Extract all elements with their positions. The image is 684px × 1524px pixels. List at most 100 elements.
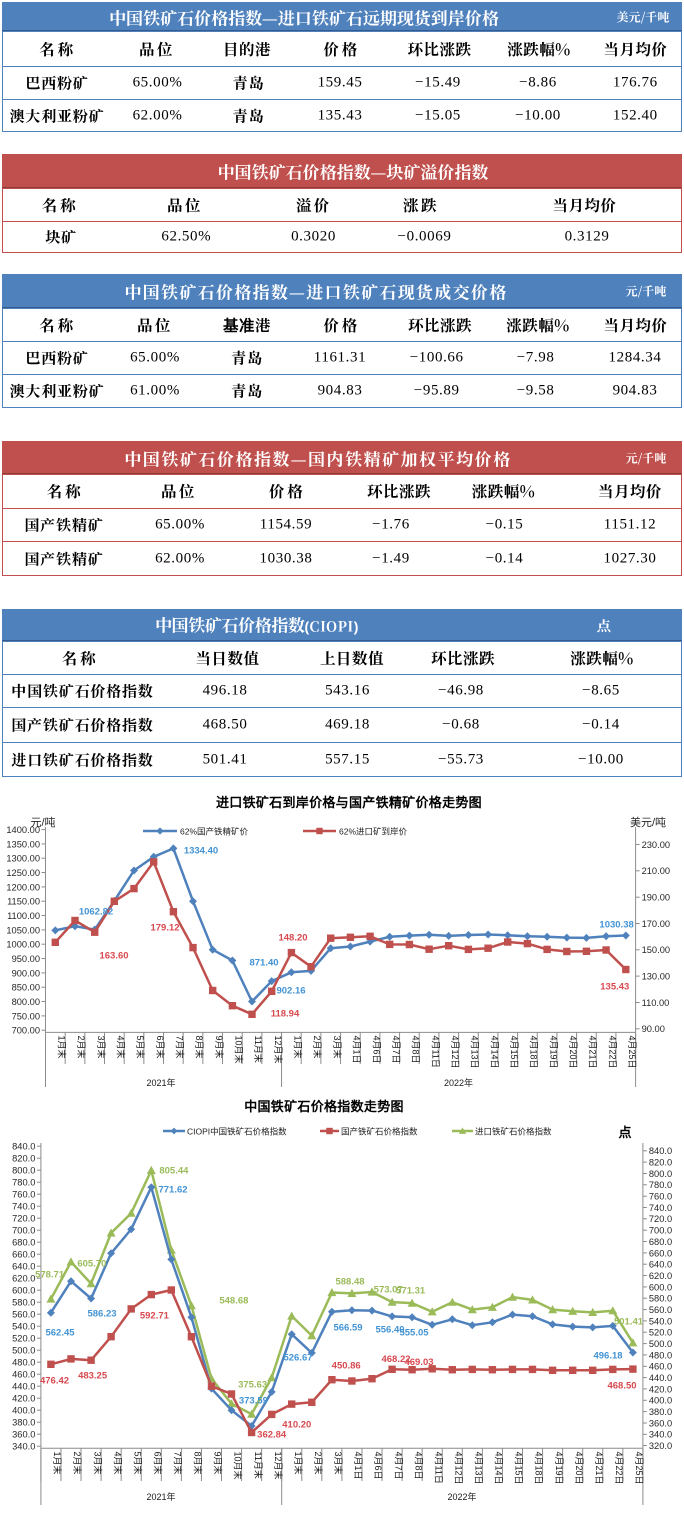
svg-text:1400.00: 1400.00 [6,825,40,835]
svg-text:840.0: 840.0 [12,1142,35,1152]
svg-text:375.63: 375.63 [238,1379,267,1390]
svg-text:4月19日: 4月19日 [554,1452,564,1485]
svg-text:9月末: 9月末 [214,1036,225,1059]
svg-text:1030.38: 1030.38 [599,919,633,930]
svg-text:780.0: 780.0 [12,1178,35,1188]
svg-text:美元/吨: 美元/吨 [630,816,666,829]
svg-text:4月15日: 4月15日 [514,1452,524,1485]
svg-text:440.0: 440.0 [649,1373,672,1383]
svg-text:4月1日: 4月1日 [353,1452,363,1480]
svg-text:4月1日: 4月1日 [352,1036,362,1064]
svg-text:进口铁矿石到岸价格与国产铁精矿价格走势图: 进口铁矿石到岸价格与国产铁精矿价格走势图 [216,795,482,810]
svg-text:4月21日: 4月21日 [588,1036,598,1069]
svg-text:110.00: 110.00 [642,998,670,1008]
svg-text:740.0: 740.0 [649,1203,672,1213]
svg-text:800.0: 800.0 [12,1166,35,1176]
svg-text:580.0: 580.0 [649,1294,672,1304]
svg-text:500.0: 500.0 [649,1339,672,1349]
svg-text:4月25日: 4月25日 [627,1036,637,1069]
svg-text:680.0: 680.0 [12,1238,35,1248]
svg-text:4月8日: 4月8日 [413,1452,423,1480]
svg-text:410.20: 410.20 [282,1419,311,1430]
svg-text:179.12: 179.12 [150,922,179,933]
svg-text:4月13日: 4月13日 [470,1036,480,1069]
svg-text:4月8日: 4月8日 [411,1036,421,1064]
svg-text:1300.00: 1300.00 [6,854,40,864]
svg-text:3月末: 3月末 [332,1036,343,1059]
svg-text:360.0: 360.0 [12,1430,35,1440]
svg-text:1100.00: 1100.00 [7,911,40,921]
svg-text:460.0: 460.0 [649,1362,672,1372]
svg-text:1350.00: 1350.00 [6,839,40,849]
svg-text:4月14日: 4月14日 [489,1036,499,1069]
svg-text:4月末: 4月末 [116,1036,127,1059]
svg-text:4月19日: 4月19日 [548,1036,558,1069]
svg-text:1334.40: 1334.40 [184,845,218,856]
svg-text:5月末: 5月末 [132,1452,143,1475]
svg-text:526.67: 526.67 [283,1352,312,1363]
svg-text:380.0: 380.0 [12,1418,35,1428]
svg-text:3月末: 3月末 [92,1452,103,1475]
svg-text:500.0: 500.0 [12,1346,35,1356]
svg-text:150.00: 150.00 [642,945,670,955]
svg-text:2022年: 2022年 [447,1491,476,1502]
svg-text:10月末: 10月末 [233,1452,244,1480]
svg-text:469.03: 469.03 [404,1357,433,1368]
svg-text:900.00: 900.00 [12,968,40,978]
svg-text:400.0: 400.0 [649,1396,672,1406]
svg-text:1062.82: 1062.82 [79,906,113,917]
svg-text:3月末: 3月末 [96,1036,107,1059]
svg-text:720.0: 720.0 [649,1214,672,1224]
svg-text:4月11日: 4月11日 [433,1452,443,1484]
svg-text:440.0: 440.0 [12,1382,35,1392]
svg-text:10月末: 10月末 [234,1036,245,1064]
svg-text:8月末: 8月末 [194,1036,205,1059]
svg-text:6月末: 6月末 [153,1452,164,1475]
svg-text:CIOPI中国铁矿石价格指数: CIOPI中国铁矿石价格指数 [187,1127,287,1137]
svg-text:400.0: 400.0 [12,1406,35,1416]
svg-text:600.0: 600.0 [649,1282,672,1292]
svg-text:1月末: 1月末 [293,1452,304,1475]
svg-text:566.59: 566.59 [333,1322,362,1333]
svg-text:1月末: 1月末 [52,1452,63,1475]
svg-text:573.07: 573.07 [374,1284,403,1295]
svg-text:4月22日: 4月22日 [614,1452,624,1485]
svg-text:340.0: 340.0 [12,1442,35,1452]
svg-text:840.0: 840.0 [649,1146,672,1156]
svg-text:640.0: 640.0 [12,1262,35,1272]
svg-text:12月末: 12月末 [273,1452,284,1480]
svg-text:130.00: 130.00 [642,972,670,982]
svg-text:340.0: 340.0 [649,1430,672,1440]
svg-text:4月7日: 4月7日 [391,1036,401,1064]
svg-text:501.41: 501.41 [614,1316,644,1327]
svg-text:660.0: 660.0 [12,1250,35,1260]
svg-text:820.0: 820.0 [649,1158,672,1168]
svg-text:540.0: 540.0 [649,1316,672,1326]
svg-text:9月末: 9月末 [213,1452,224,1475]
svg-text:1200.00: 1200.00 [6,882,40,892]
svg-text:560.0: 560.0 [649,1305,672,1315]
svg-text:4月21日: 4月21日 [594,1452,604,1485]
svg-text:850.00: 850.00 [12,983,40,993]
svg-text:700.00: 700.00 [12,1026,40,1036]
svg-text:600.0: 600.0 [12,1286,35,1296]
svg-text:8月末: 8月末 [193,1452,204,1475]
svg-text:805.44: 805.44 [159,1165,189,1176]
svg-text:620.0: 620.0 [12,1274,35,1284]
svg-text:4月20日: 4月20日 [574,1452,584,1485]
svg-text:190.00: 190.00 [642,893,670,903]
svg-text:468.22: 468.22 [381,1354,410,1365]
svg-text:2022年: 2022年 [444,1077,473,1088]
svg-text:4月12日: 4月12日 [454,1452,464,1485]
svg-text:5月末: 5月末 [135,1036,146,1059]
svg-text:118.94: 118.94 [271,1008,300,1019]
svg-text:548.68: 548.68 [219,1295,248,1306]
svg-text:800.00: 800.00 [12,997,40,1007]
svg-text:560.0: 560.0 [12,1310,35,1320]
svg-text:480.0: 480.0 [649,1350,672,1360]
svg-text:562.45: 562.45 [45,1327,75,1338]
svg-text:520.0: 520.0 [12,1334,35,1344]
svg-text:480.0: 480.0 [12,1358,35,1368]
svg-text:780.0: 780.0 [649,1180,672,1190]
svg-text:420.0: 420.0 [12,1394,35,1404]
